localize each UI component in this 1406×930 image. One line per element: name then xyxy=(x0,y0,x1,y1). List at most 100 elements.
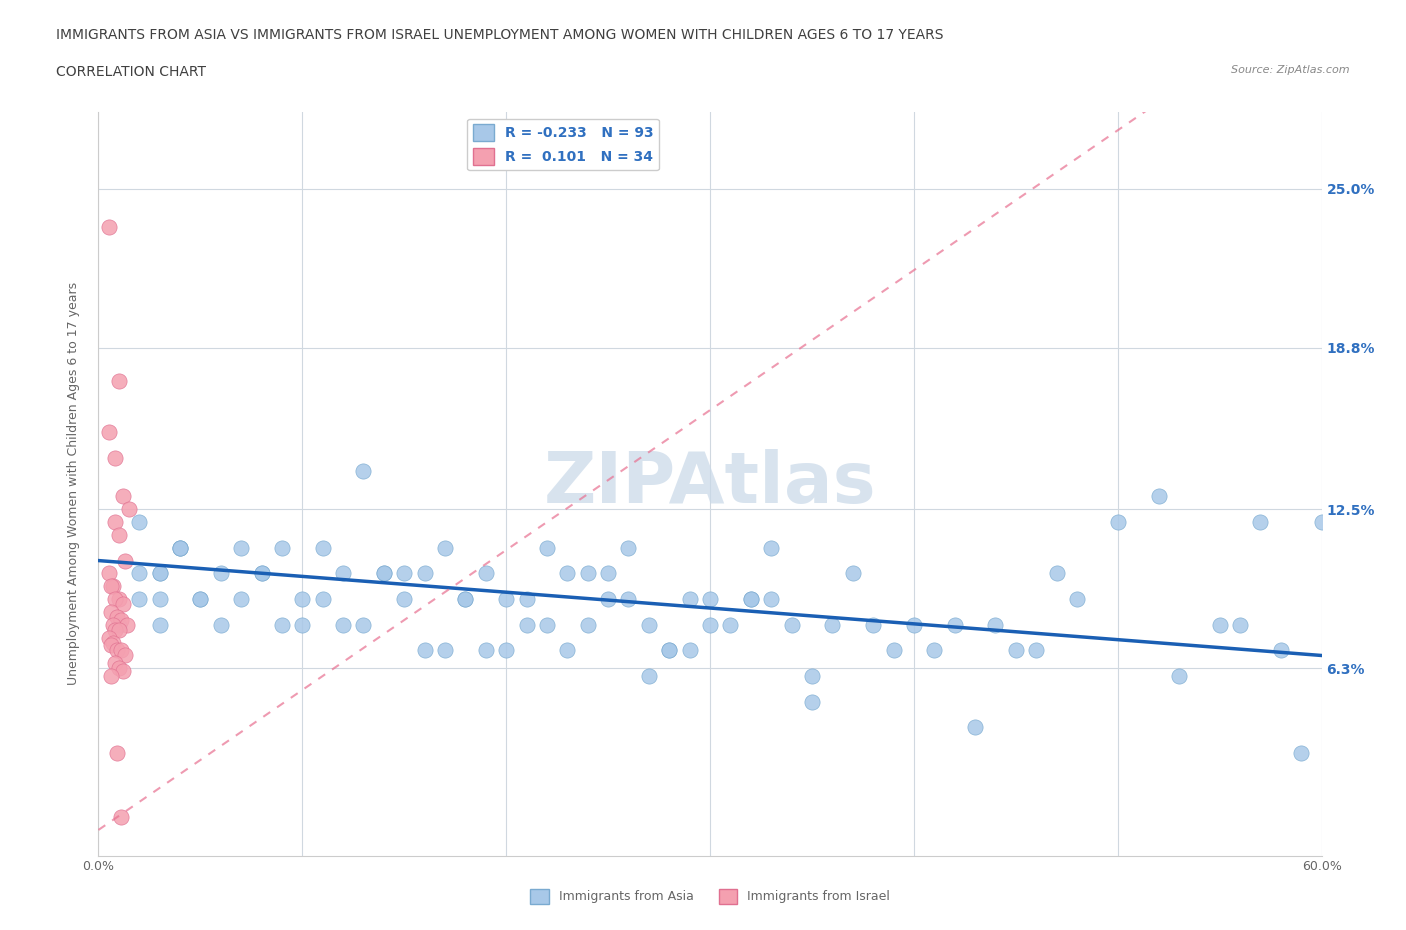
Point xyxy=(413,643,436,658)
Point xyxy=(699,591,721,606)
Text: IMMIGRANTS FROM ASIA VS IMMIGRANTS FROM ISRAEL UNEMPLOYMENT AMONG WOMEN WITH CHI: IMMIGRANTS FROM ASIA VS IMMIGRANTS FROM … xyxy=(56,28,943,42)
Point xyxy=(231,591,253,606)
Point xyxy=(104,514,127,529)
Point xyxy=(128,514,150,529)
Point xyxy=(761,540,783,555)
Point xyxy=(761,591,783,606)
Point xyxy=(658,643,681,658)
Point xyxy=(105,643,128,658)
Point xyxy=(984,618,1007,632)
Point xyxy=(740,591,762,606)
Point xyxy=(169,540,191,555)
Point xyxy=(638,618,661,632)
Point xyxy=(100,669,122,684)
Point xyxy=(617,591,640,606)
Text: ZIPAtlas: ZIPAtlas xyxy=(544,449,876,518)
Point xyxy=(101,618,124,632)
Point xyxy=(352,463,374,478)
Point xyxy=(312,591,335,606)
Point xyxy=(149,618,172,632)
Point xyxy=(149,566,172,581)
Point xyxy=(108,591,131,606)
Point xyxy=(801,694,824,709)
Point xyxy=(1147,489,1170,504)
Point xyxy=(638,669,661,684)
Point xyxy=(699,618,721,632)
Point xyxy=(105,609,128,624)
Point xyxy=(903,618,925,632)
Point xyxy=(97,219,120,234)
Point xyxy=(392,566,416,581)
Point xyxy=(169,540,191,555)
Point xyxy=(97,631,120,645)
Point xyxy=(495,643,517,658)
Point xyxy=(115,618,138,632)
Point xyxy=(841,566,863,581)
Point xyxy=(1066,591,1088,606)
Point xyxy=(114,553,136,568)
Point xyxy=(576,566,599,581)
Point xyxy=(231,540,253,555)
Point xyxy=(209,566,232,581)
Point xyxy=(97,566,120,581)
Point xyxy=(108,661,131,676)
Point xyxy=(332,566,354,581)
Point xyxy=(1310,514,1333,529)
Point xyxy=(1107,514,1129,529)
Point xyxy=(108,622,131,637)
Point xyxy=(801,669,824,684)
Point xyxy=(111,597,134,612)
Point xyxy=(108,618,131,632)
Point xyxy=(658,643,681,658)
Point xyxy=(128,591,150,606)
Legend: Immigrants from Asia, Immigrants from Israel: Immigrants from Asia, Immigrants from Is… xyxy=(524,884,896,909)
Point xyxy=(780,618,803,632)
Point xyxy=(413,566,436,581)
Point xyxy=(862,618,884,632)
Point xyxy=(373,566,395,581)
Point xyxy=(679,591,702,606)
Point xyxy=(373,566,395,581)
Point xyxy=(100,638,122,653)
Point xyxy=(474,566,498,581)
Point xyxy=(474,643,498,658)
Point xyxy=(110,612,132,627)
Point xyxy=(149,566,172,581)
Point xyxy=(250,566,273,581)
Point xyxy=(1209,618,1232,632)
Point xyxy=(740,591,762,606)
Point xyxy=(679,643,702,658)
Point xyxy=(617,540,640,555)
Point xyxy=(118,502,141,517)
Point xyxy=(169,540,191,555)
Point xyxy=(1291,746,1313,761)
Y-axis label: Unemployment Among Women with Children Ages 6 to 17 years: Unemployment Among Women with Children A… xyxy=(66,282,80,685)
Point xyxy=(922,643,945,658)
Point xyxy=(1229,618,1251,632)
Text: CORRELATION CHART: CORRELATION CHART xyxy=(56,65,207,79)
Point xyxy=(105,746,128,761)
Point xyxy=(188,591,212,606)
Point xyxy=(454,591,477,606)
Point xyxy=(434,540,457,555)
Point xyxy=(720,618,742,632)
Point xyxy=(598,566,620,581)
Point xyxy=(943,618,966,632)
Point xyxy=(104,450,127,465)
Point xyxy=(352,618,374,632)
Point xyxy=(104,622,127,637)
Point xyxy=(392,591,416,606)
Point xyxy=(101,635,124,650)
Point xyxy=(1249,514,1271,529)
Point xyxy=(110,643,132,658)
Point xyxy=(97,425,120,440)
Point xyxy=(110,810,132,825)
Point xyxy=(821,618,844,632)
Point xyxy=(100,578,122,593)
Point xyxy=(104,656,127,671)
Point xyxy=(104,591,127,606)
Point xyxy=(111,489,134,504)
Point xyxy=(108,374,131,389)
Point xyxy=(598,591,620,606)
Point xyxy=(1004,643,1026,658)
